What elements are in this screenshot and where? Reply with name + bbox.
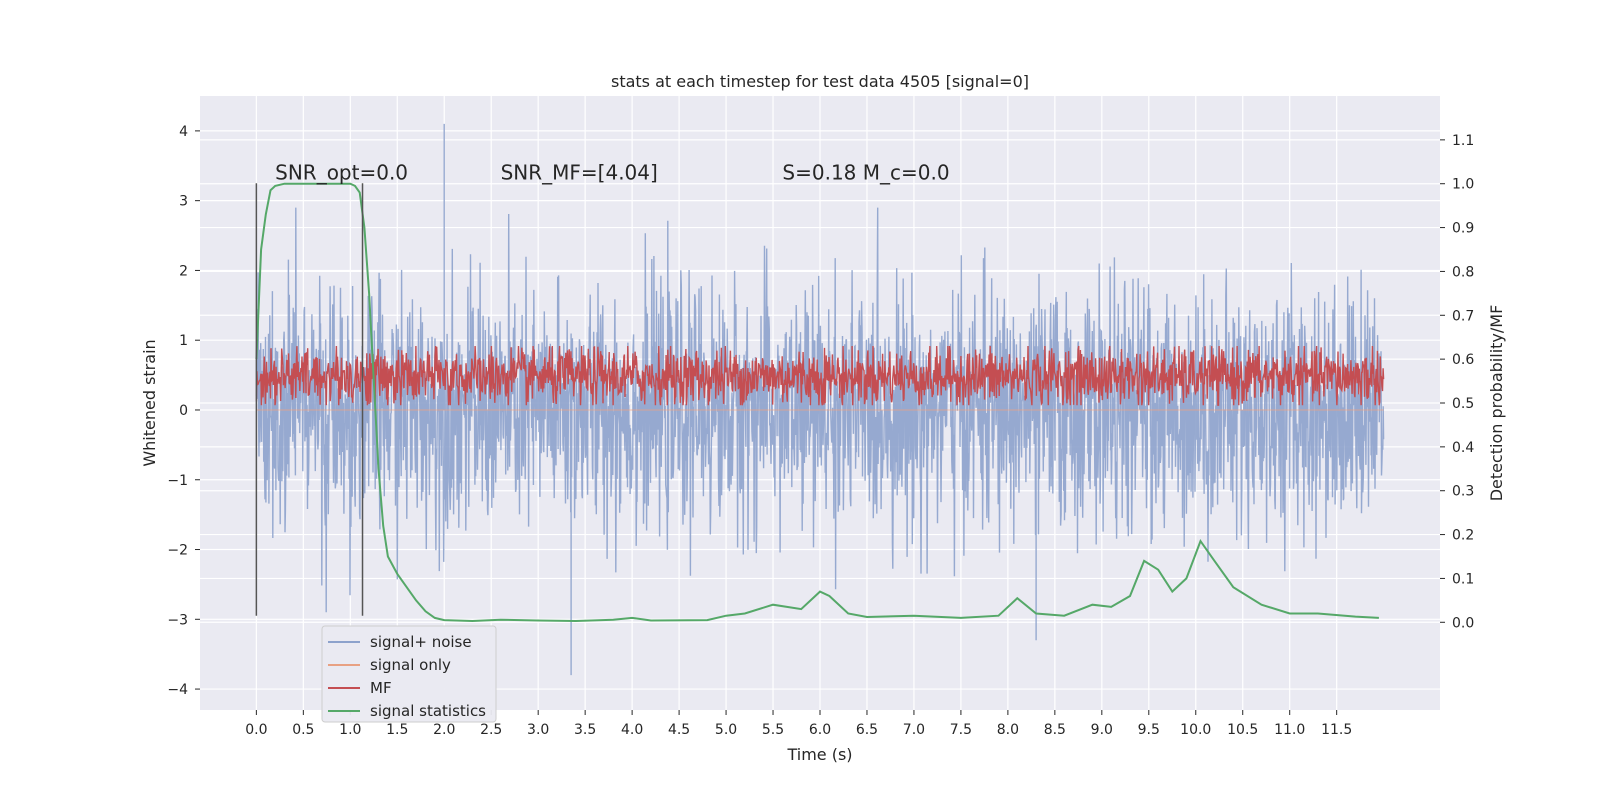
y-left-axis-label: Whitened strain bbox=[140, 339, 159, 466]
y-right-tick-label: 0.2 bbox=[1452, 528, 1474, 544]
signal-statistics-series bbox=[255, 182, 1379, 623]
y-right-tick-label: 0.7 bbox=[1452, 308, 1474, 324]
y-left-tick-label: 4 bbox=[179, 124, 188, 140]
chart-title: stats at each timestep for test data 450… bbox=[611, 72, 1029, 91]
x-tick-label: 1.0 bbox=[339, 722, 361, 738]
y-left-tick-label: 3 bbox=[179, 194, 188, 210]
signal-noise-series bbox=[255, 123, 1385, 676]
x-tick-label: 8.5 bbox=[1044, 722, 1066, 738]
legend-label: signal only bbox=[370, 656, 451, 674]
x-tick-label: 1.5 bbox=[386, 722, 408, 738]
x-tick-label: 6.5 bbox=[856, 722, 878, 738]
y-left-tick-label: −4 bbox=[167, 682, 188, 698]
y-left-tick-label: 0 bbox=[179, 403, 188, 419]
legend-box bbox=[321, 625, 497, 723]
grid-lines bbox=[200, 96, 1440, 710]
annotation-text: S=0.18 M_c=0.0 bbox=[782, 161, 949, 185]
y-right-tick-label: 1.1 bbox=[1452, 133, 1474, 149]
x-tick-label: 9.0 bbox=[1091, 722, 1113, 738]
y-left-tick-label: −2 bbox=[167, 543, 188, 559]
x-tick-label: 9.5 bbox=[1138, 722, 1160, 738]
x-tick-label: 5.5 bbox=[762, 722, 784, 738]
y-left-axis-ticks: −4 −3 −2 −1 0 1 2 3 4 bbox=[167, 124, 200, 698]
y-right-tick-label: 1.0 bbox=[1452, 177, 1474, 193]
y-right-tick-label: 0.1 bbox=[1452, 571, 1474, 587]
x-tick-label: 2.5 bbox=[480, 722, 502, 738]
x-tick-label: 0.0 bbox=[245, 722, 267, 738]
y-right-tick-label: 0.8 bbox=[1452, 264, 1474, 280]
x-tick-label: 0.5 bbox=[292, 722, 314, 738]
y-right-axis-ticks: 0.0 0.1 0.2 0.3 0.4 0.5 0.6 0.7 0.8 0.9 1.0 1.1 bbox=[1440, 133, 1474, 631]
legend-label: signal+ noise bbox=[370, 633, 472, 651]
x-tick-label: 7.0 bbox=[903, 722, 925, 738]
annotation-text: SNR_MF=[4.04] bbox=[501, 161, 658, 185]
y-right-axis-label: Detection probability/MF bbox=[1487, 305, 1506, 502]
legend: signal+ noise signal only MF signal statist… bbox=[321, 625, 497, 723]
y-left-tick-label: −3 bbox=[167, 612, 188, 628]
x-axis-ticks: 0.0 0.5 1.0 1.5 2.0 2.5 3.0 3.5 4.0 4.5 5.0 5.5 6.0 6… bbox=[245, 710, 1352, 738]
legend-label: signal statistics bbox=[370, 702, 486, 720]
annotations: SNR_opt=0.0 SNR_MF=[4.04] S=0.18 M_c=0.0 bbox=[275, 161, 949, 185]
x-tick-label: 4.5 bbox=[668, 722, 690, 738]
y-left-tick-label: 1 bbox=[179, 333, 188, 349]
y-right-tick-label: 0.9 bbox=[1452, 221, 1474, 237]
y-left-tick-label: −1 bbox=[167, 473, 188, 489]
x-tick-label: 10.5 bbox=[1227, 722, 1258, 738]
annotation-text: SNR_opt=0.0 bbox=[275, 161, 408, 185]
y-right-tick-label: 0.6 bbox=[1452, 352, 1474, 368]
x-tick-label: 11.5 bbox=[1321, 722, 1352, 738]
x-tick-label: 3.5 bbox=[574, 722, 596, 738]
x-tick-label: 4.0 bbox=[621, 722, 643, 738]
y-right-tick-label: 0.4 bbox=[1452, 440, 1474, 456]
y-left-tick-label: 2 bbox=[179, 263, 188, 279]
mf-series bbox=[255, 345, 1385, 406]
x-tick-label: 6.0 bbox=[809, 722, 831, 738]
x-tick-label: 11.0 bbox=[1274, 722, 1305, 738]
vertical-markers bbox=[255, 183, 364, 616]
x-tick-label: 10.0 bbox=[1180, 722, 1211, 738]
x-tick-label: 3.0 bbox=[527, 722, 549, 738]
y-right-tick-label: 0.3 bbox=[1452, 484, 1474, 500]
x-axis-label: Time (s) bbox=[786, 745, 852, 764]
signal-noise-line bbox=[255, 123, 1385, 676]
legend-label: MF bbox=[370, 679, 392, 697]
mf-line bbox=[255, 345, 1385, 406]
signal-statistics-line bbox=[255, 182, 1379, 623]
y-right-tick-label: 0.0 bbox=[1452, 615, 1474, 631]
x-tick-label: 2.0 bbox=[433, 722, 455, 738]
x-tick-label: 8.0 bbox=[997, 722, 1019, 738]
x-tick-label: 5.0 bbox=[715, 722, 737, 738]
x-tick-label: 7.5 bbox=[950, 722, 972, 738]
y-right-tick-label: 0.5 bbox=[1452, 396, 1474, 412]
